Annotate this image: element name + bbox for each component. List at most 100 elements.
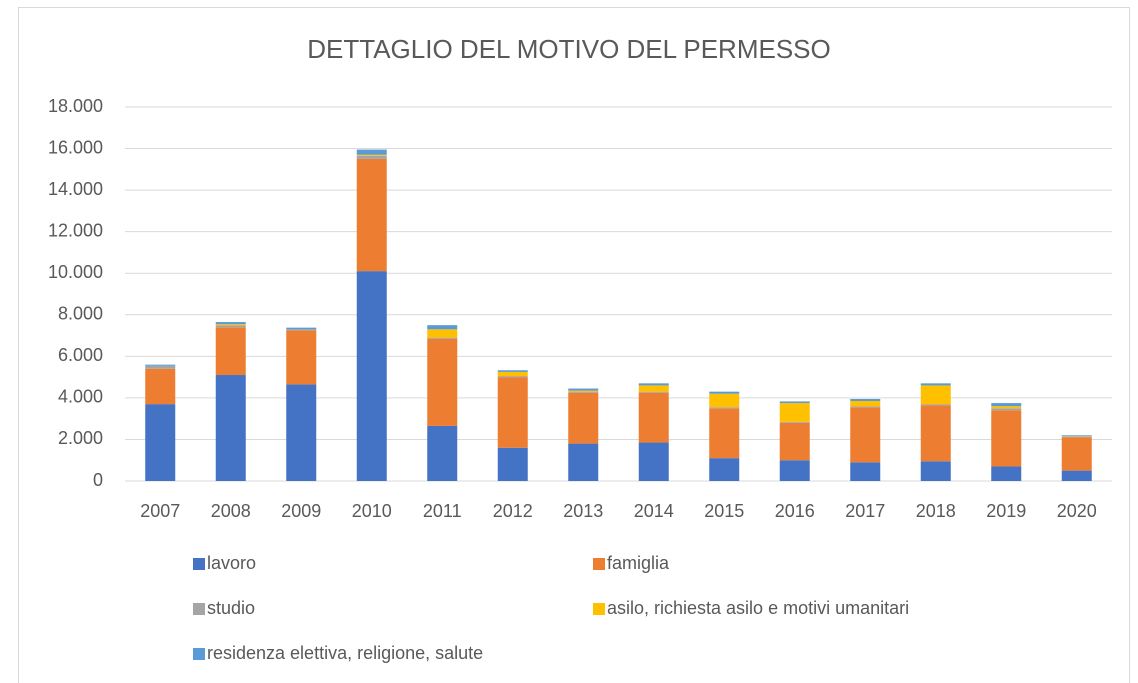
bar-segment xyxy=(1061,437,1092,471)
bar-segment xyxy=(850,401,881,407)
bar-segment xyxy=(991,410,1022,467)
x-tick-label: 2008 xyxy=(211,501,251,521)
bar-segment xyxy=(215,325,246,328)
bar-segment xyxy=(779,421,810,423)
legend-swatch xyxy=(593,603,605,615)
chart-title: DETTAGLIO DEL MOTIVO DEL PERMESSO xyxy=(307,34,830,64)
x-tick-label: 2011 xyxy=(423,501,462,521)
bar-segment xyxy=(709,407,740,409)
bar-segment xyxy=(356,149,387,155)
bar-segment xyxy=(215,322,246,325)
bar-segment xyxy=(427,329,458,338)
bar-segment xyxy=(709,408,740,459)
x-tick-label: 2017 xyxy=(845,501,885,521)
legend-label: studio xyxy=(207,598,255,618)
bar-segment xyxy=(568,391,599,393)
bar-segment xyxy=(709,458,740,481)
bar-segment xyxy=(568,388,599,391)
bar-segment xyxy=(991,408,1022,411)
x-tick-label: 2014 xyxy=(634,501,674,521)
bar-segment xyxy=(638,383,669,386)
bar-segment xyxy=(638,391,669,393)
legend-swatch xyxy=(593,558,605,570)
y-tick-label: 12.000 xyxy=(48,220,103,240)
bar-segment xyxy=(568,390,599,392)
bar-segment xyxy=(920,383,951,386)
x-tick-label: 2015 xyxy=(704,501,744,521)
legend-label: lavoro xyxy=(207,553,256,573)
bar-segment xyxy=(920,405,951,462)
bar-segment xyxy=(779,422,810,461)
legend-label: asilo, richiesta asilo e motivi umanitar… xyxy=(607,598,909,618)
x-tick-label: 2012 xyxy=(493,501,533,521)
x-tick-label: 2019 xyxy=(986,501,1026,521)
bar-segment xyxy=(991,466,1022,481)
bar-segment xyxy=(709,393,740,408)
bar-segment xyxy=(286,384,317,481)
bar-segment xyxy=(779,460,810,481)
legend-label: famiglia xyxy=(607,553,670,573)
x-tick-label: 2018 xyxy=(916,501,956,521)
bar-segment xyxy=(1061,435,1092,437)
legend-swatch xyxy=(193,648,205,660)
y-tick-label: 14.000 xyxy=(48,179,103,199)
x-tick-label: 2010 xyxy=(352,501,392,521)
bar-segment xyxy=(638,392,669,443)
legend-swatch xyxy=(193,603,205,615)
bar-segment xyxy=(497,377,528,448)
bar-segment xyxy=(215,375,246,481)
y-tick-label: 18.000 xyxy=(48,96,103,116)
bar-segment xyxy=(568,443,599,481)
bar-segment xyxy=(145,368,176,405)
bar-segment xyxy=(920,385,951,405)
bar-segment xyxy=(850,407,881,463)
bar-segment xyxy=(497,376,528,378)
bar-segment xyxy=(427,337,458,339)
legend-label: residenza elettiva, religione, salute xyxy=(207,643,483,663)
bar-segment xyxy=(991,406,1022,409)
bar-segment xyxy=(215,324,246,326)
bar-segment xyxy=(497,370,528,372)
bar-segment xyxy=(850,406,881,408)
chart-frame xyxy=(18,7,1130,683)
y-tick-label: 8.000 xyxy=(58,304,103,324)
bar-segment xyxy=(286,329,317,331)
bar-segment xyxy=(638,385,669,392)
bar-segment xyxy=(145,365,176,369)
x-tick-label: 2009 xyxy=(281,501,321,521)
bar-segment xyxy=(568,392,599,444)
bar-segment xyxy=(779,403,810,422)
x-tick-label: 2020 xyxy=(1057,501,1097,521)
bar-segment xyxy=(286,327,317,330)
bar-segment xyxy=(991,403,1022,407)
bar-segment xyxy=(779,401,810,404)
bar-segment xyxy=(215,327,246,376)
bar-segment xyxy=(497,447,528,481)
y-tick-label: 16.000 xyxy=(48,137,103,157)
bar-segment xyxy=(427,425,458,481)
bar-segment xyxy=(1061,436,1092,438)
bar-segment xyxy=(356,271,387,481)
bar-segment xyxy=(850,398,881,402)
bar-segment xyxy=(709,391,740,394)
bar-segment xyxy=(145,364,176,366)
x-tick-label: 2016 xyxy=(775,501,815,521)
bar-segment xyxy=(286,330,317,385)
bar-segment xyxy=(638,442,669,481)
y-tick-label: 0 xyxy=(93,470,103,490)
bar-segment xyxy=(356,155,387,159)
bar-segment xyxy=(850,462,881,481)
bar-segment xyxy=(427,325,458,330)
legend-swatch xyxy=(193,558,205,570)
x-tick-label: 2013 xyxy=(563,501,603,521)
bar-segment xyxy=(356,154,387,156)
y-tick-label: 6.000 xyxy=(58,345,103,365)
bar-segment xyxy=(920,461,951,481)
y-tick-label: 4.000 xyxy=(58,387,103,407)
bar-segment xyxy=(497,371,528,377)
y-tick-label: 10.000 xyxy=(48,262,103,282)
x-tick-label: 2007 xyxy=(140,501,180,521)
bar-segment xyxy=(356,158,387,272)
bar-segment xyxy=(920,404,951,406)
